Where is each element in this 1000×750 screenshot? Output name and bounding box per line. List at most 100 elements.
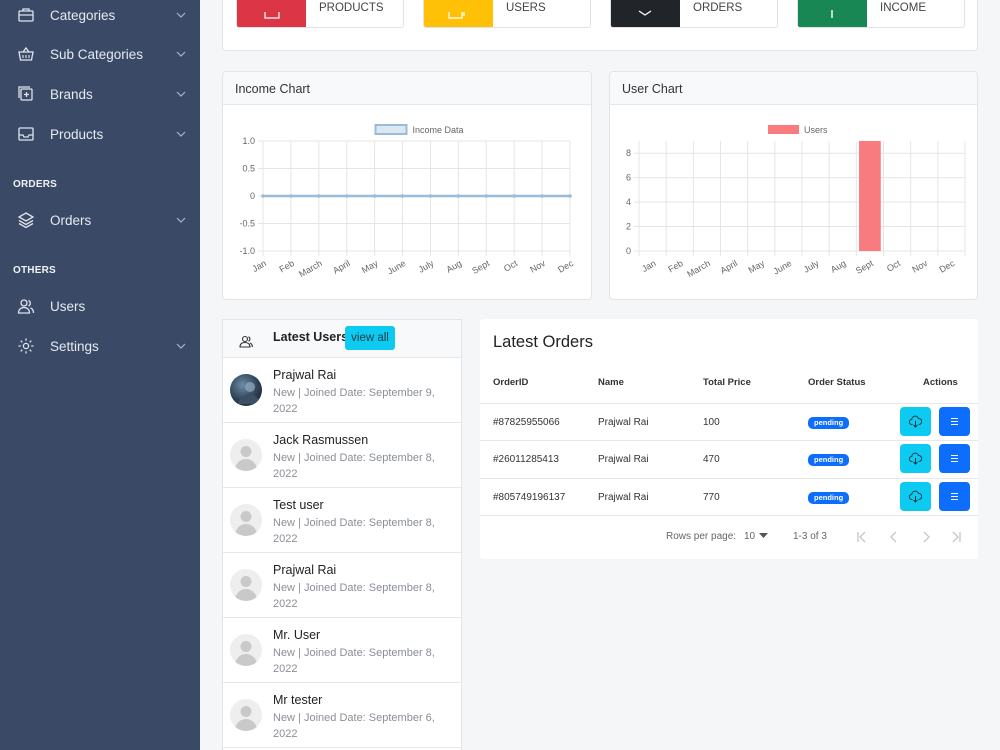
- order-details-button[interactable]: [939, 407, 970, 436]
- data-point[interactable]: [344, 194, 349, 198]
- caret-down-icon[interactable]: [759, 533, 771, 545]
- last-page-icon[interactable]: [950, 531, 962, 543]
- legend-swatch: [768, 125, 799, 134]
- column-header-name[interactable]: Name: [598, 377, 624, 388]
- stat-label: USERS: [506, 2, 546, 14]
- sidebar-item-orders[interactable]: Orders: [0, 202, 200, 238]
- stat-label: PRODUCTS: [319, 2, 384, 14]
- users-icon: [17, 299, 35, 314]
- data-point[interactable]: [400, 194, 405, 198]
- column-header-total-price[interactable]: Total Price: [703, 377, 751, 388]
- sidebar-item-users[interactable]: Users: [0, 288, 200, 324]
- sidebar-item-categories[interactable]: Categories: [0, 0, 200, 33]
- order-details-button[interactable]: [939, 444, 970, 473]
- briefcase-icon: [18, 8, 34, 22]
- data-point[interactable]: [261, 194, 265, 198]
- rows-per-page-select[interactable]: 10: [744, 531, 756, 542]
- stat-color-box: [424, 0, 493, 27]
- list-item[interactable]: Prajwal Rai New | Joined Date: September …: [223, 553, 461, 618]
- order-details-button[interactable]: [939, 482, 970, 511]
- avatar: [230, 504, 262, 536]
- sidebar-item-label: Orders: [50, 212, 92, 228]
- y-tick-label: -0.5: [239, 219, 255, 229]
- data-point[interactable]: [568, 194, 572, 198]
- data-point[interactable]: [484, 194, 489, 198]
- user-joined-info: New | Joined Date: September 6, 2022: [273, 712, 435, 740]
- user-name: Test user: [273, 498, 324, 512]
- download-invoice-button[interactable]: [900, 482, 931, 511]
- first-page-icon[interactable]: [856, 531, 868, 543]
- x-tick-label: Nov: [910, 258, 929, 275]
- table-row: #87825955066 Prajwal Rai 100 pending: [480, 403, 978, 441]
- list-item[interactable]: Mr. User New | Joined Date: September 8, …: [223, 618, 461, 683]
- x-tick-label: June: [386, 258, 408, 276]
- stat-color-box: [611, 0, 680, 27]
- download-invoice-button[interactable]: [900, 407, 931, 436]
- collection-plus-icon: [18, 86, 33, 101]
- legend-swatch: [374, 124, 408, 135]
- x-tick-label: April: [331, 258, 352, 276]
- list-item[interactable]: Jack Rasmussen New | Joined Date: Septemb…: [223, 423, 461, 488]
- list-item[interactable]: Test user New | Joined Date: September 8,…: [223, 488, 461, 553]
- table-row: #26011285413 Prajwal Rai 470 pending: [480, 440, 978, 478]
- x-tick-label: Sept: [470, 258, 491, 276]
- rows-per-page-label: Rows per page:: [666, 531, 737, 542]
- cloud-download-icon: [909, 452, 922, 465]
- y-tick-label: 0: [626, 246, 631, 256]
- list-item[interactable]: Prajwal Rai New | Joined Date: September …: [223, 358, 461, 423]
- data-point[interactable]: [456, 194, 461, 198]
- order-id: #805749196137: [493, 492, 566, 503]
- sidebar-item-brands[interactable]: Brands: [0, 76, 200, 112]
- table-divider: [480, 515, 978, 516]
- sidebar-item-products[interactable]: Products: [0, 116, 200, 152]
- avatar: [230, 569, 262, 601]
- user-joined-info: New | Joined Date: September 8, 2022: [273, 582, 435, 610]
- y-tick-label: 6: [626, 173, 631, 183]
- bar[interactable]: [859, 141, 881, 251]
- user-joined-info: New | Joined Date: September 8, 2022: [273, 517, 435, 545]
- stat-orders[interactable]: ORDERS: [610, 0, 778, 28]
- column-header-order-status[interactable]: Order Status: [808, 377, 866, 388]
- legend-label: Income Data: [413, 125, 464, 135]
- user-chart: 8 6 4 2 0 Jan Feb March April May June July Aug Sept O…: [626, 125, 966, 279]
- latest-users-title: Latest Users: [273, 330, 349, 344]
- stat-income[interactable]: INCOME: [797, 0, 965, 28]
- user-card-icon: [448, 12, 465, 19]
- data-point[interactable]: [289, 194, 293, 198]
- status-badge: pending: [808, 492, 850, 504]
- list-item[interactable]: Mr tester New | Joined Date: September 6,…: [223, 683, 461, 748]
- table-row: #805749196137 Prajwal Rai 770 pending: [480, 478, 978, 516]
- x-tick-label: Nov: [528, 258, 547, 275]
- column-header-order-id[interactable]: OrderID: [493, 377, 529, 388]
- latest-orders-title: Latest Orders: [493, 333, 593, 351]
- data-point[interactable]: [540, 194, 544, 198]
- data-point[interactable]: [317, 194, 321, 198]
- view-all-users-button[interactable]: view all: [345, 326, 395, 350]
- latest-orders-panel: Latest Orders OrderID Name Total Price O…: [480, 319, 978, 559]
- next-page-icon[interactable]: [920, 531, 932, 543]
- download-invoice-button[interactable]: [900, 444, 931, 473]
- user-name: Mr. User: [273, 628, 321, 642]
- stat-products[interactable]: PRODUCTS: [236, 0, 404, 28]
- x-tick-label: April: [718, 258, 739, 276]
- previous-page-icon[interactable]: [888, 531, 900, 543]
- x-tick-label: Aug: [444, 258, 463, 275]
- stat-color-box: [798, 0, 867, 27]
- x-tick-label: Dec: [556, 258, 575, 275]
- y-tick-label: 4: [626, 197, 631, 207]
- sidebar-item-sub-categories[interactable]: Sub Categories: [0, 36, 200, 72]
- status-badge: pending: [808, 454, 850, 466]
- data-point[interactable]: [372, 194, 377, 198]
- sidebar-item-settings[interactable]: Settings: [0, 328, 200, 364]
- sidebar-item-label: Users: [50, 298, 86, 314]
- data-point[interactable]: [428, 194, 433, 198]
- x-tick-label: Sept: [854, 258, 875, 276]
- list-icon: [951, 418, 958, 425]
- x-tick-label: March: [297, 258, 324, 279]
- y-tick-label: 2: [626, 222, 631, 232]
- order-price: 470: [703, 454, 720, 465]
- y-tick-label: 0: [250, 191, 255, 201]
- x-tick-label: July: [417, 258, 436, 275]
- stat-users[interactable]: USERS: [423, 0, 591, 28]
- data-point[interactable]: [512, 194, 516, 198]
